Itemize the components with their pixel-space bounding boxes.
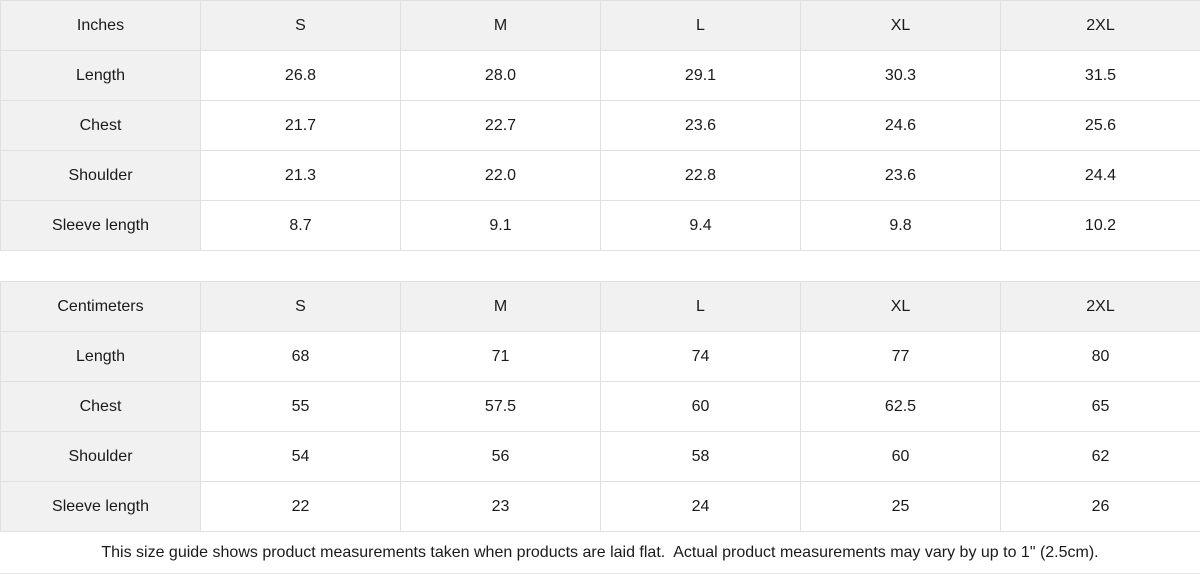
size-column-header-l: L xyxy=(600,0,801,51)
row-label-cell: Chest xyxy=(0,100,201,151)
table-row: Sleeve length 22 23 24 25 26 xyxy=(0,481,1200,532)
measurement-cell: 62 xyxy=(1000,431,1200,482)
inches-size-table: Inches S M L XL 2XL Length 26.8 28.0 29.… xyxy=(0,0,1200,251)
row-label-cell: Shoulder xyxy=(0,431,201,482)
measurement-cell: 22.8 xyxy=(600,150,801,201)
table-row: Chest 55 57.5 60 62.5 65 xyxy=(0,381,1200,432)
measurement-cell: 8.7 xyxy=(200,200,401,251)
measurement-cell: 9.8 xyxy=(800,200,1001,251)
measurement-cell: 25.6 xyxy=(1000,100,1200,151)
unit-header-centimeters: Centimeters xyxy=(0,281,201,332)
measurement-cell: 22.7 xyxy=(400,100,601,151)
table-row: Length 68 71 74 77 80 xyxy=(0,331,1200,382)
measurement-cell: 80 xyxy=(1000,331,1200,382)
measurement-cell: 57.5 xyxy=(400,381,601,432)
measurement-cell: 10.2 xyxy=(1000,200,1200,251)
measurement-cell: 62.5 xyxy=(800,381,1001,432)
measurement-cell: 58 xyxy=(600,431,801,482)
row-label-cell: Length xyxy=(0,331,201,382)
measurement-cell: 60 xyxy=(600,381,801,432)
measurement-cell: 24.4 xyxy=(1000,150,1200,201)
measurement-cell: 29.1 xyxy=(600,50,801,101)
measurement-cell: 25 xyxy=(800,481,1001,532)
size-column-header-m: M xyxy=(400,0,601,51)
measurement-cell: 65 xyxy=(1000,381,1200,432)
measurement-cell: 21.3 xyxy=(200,150,401,201)
measurement-cell: 31.5 xyxy=(1000,50,1200,101)
table-row: Sleeve length 8.7 9.1 9.4 9.8 10.2 xyxy=(0,200,1200,251)
size-column-header-xl: XL xyxy=(800,281,1001,332)
measurement-cell: 9.1 xyxy=(400,200,601,251)
measurement-cell: 9.4 xyxy=(600,200,801,251)
size-column-header-2xl: 2XL xyxy=(1000,281,1200,332)
table-gap-spacer xyxy=(0,251,1200,281)
unit-header-inches: Inches xyxy=(0,0,201,51)
measurement-cell: 22 xyxy=(200,481,401,532)
measurement-cell: 68 xyxy=(200,331,401,382)
measurement-cell: 23.6 xyxy=(800,150,1001,201)
measurement-cell: 23 xyxy=(400,481,601,532)
table-row: Shoulder 54 56 58 60 62 xyxy=(0,431,1200,482)
measurement-cell: 26 xyxy=(1000,481,1200,532)
measurement-cell: 74 xyxy=(600,331,801,382)
measurement-cell: 60 xyxy=(800,431,1001,482)
row-label-cell: Length xyxy=(0,50,201,101)
measurement-cell: 55 xyxy=(200,381,401,432)
row-label-cell: Shoulder xyxy=(0,150,201,201)
header-row: Inches S M L XL 2XL xyxy=(0,0,1200,51)
row-label-cell: Chest xyxy=(0,381,201,432)
table-row: Shoulder 21.3 22.0 22.8 23.6 24.4 xyxy=(0,150,1200,201)
table-row: Length 26.8 28.0 29.1 30.3 31.5 xyxy=(0,50,1200,101)
measurement-cell: 22.0 xyxy=(400,150,601,201)
row-label-cell: Sleeve length xyxy=(0,481,201,532)
measurement-cell: 21.7 xyxy=(200,100,401,151)
size-column-header-2xl: 2XL xyxy=(1000,0,1200,51)
measurement-cell: 28.0 xyxy=(400,50,601,101)
measurement-cell: 77 xyxy=(800,331,1001,382)
centimeters-size-table: Centimeters S M L XL 2XL Length 68 71 74… xyxy=(0,281,1200,532)
measurement-cell: 56 xyxy=(400,431,601,482)
row-label-cell: Sleeve length xyxy=(0,200,201,251)
measurement-cell: 71 xyxy=(400,331,601,382)
header-row: Centimeters S M L XL 2XL xyxy=(0,281,1200,332)
measurement-cell: 24.6 xyxy=(800,100,1001,151)
size-guide-disclaimer: This size guide shows product measuremen… xyxy=(0,532,1200,574)
measurement-cell: 24 xyxy=(600,481,801,532)
size-column-header-s: S xyxy=(200,0,401,51)
measurement-cell: 30.3 xyxy=(800,50,1001,101)
measurement-cell: 54 xyxy=(200,431,401,482)
disclaimer-text: This size guide shows product measuremen… xyxy=(101,543,1099,561)
measurement-cell: 23.6 xyxy=(600,100,801,151)
size-column-header-l: L xyxy=(600,281,801,332)
size-column-header-m: M xyxy=(400,281,601,332)
size-column-header-xl: XL xyxy=(800,0,1001,51)
table-row: Chest 21.7 22.7 23.6 24.6 25.6 xyxy=(0,100,1200,151)
size-column-header-s: S xyxy=(200,281,401,332)
measurement-cell: 26.8 xyxy=(200,50,401,101)
